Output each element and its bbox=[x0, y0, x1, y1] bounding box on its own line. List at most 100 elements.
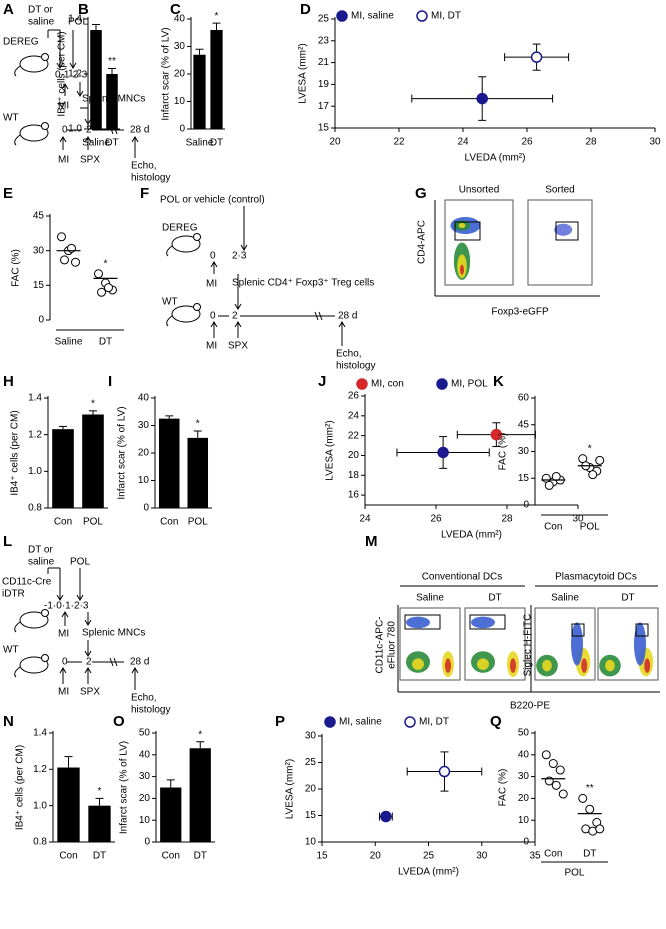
dot bbox=[551, 780, 561, 790]
mouse-ear bbox=[41, 53, 49, 61]
panel-letter: L bbox=[3, 533, 12, 550]
mouse-ear bbox=[41, 609, 49, 617]
arrow-head bbox=[76, 90, 84, 97]
significance-label: * bbox=[198, 729, 202, 740]
y-tick-label: 21 bbox=[318, 57, 330, 68]
bar bbox=[90, 30, 102, 129]
schematic-text: POL bbox=[70, 557, 90, 568]
flow-axis-label: B220-PE bbox=[510, 701, 550, 712]
x-tick-label: 24 bbox=[457, 137, 469, 148]
dot bbox=[595, 824, 605, 834]
x-tick-label: 30 bbox=[649, 137, 661, 148]
schematic-text: SPX bbox=[80, 687, 100, 698]
y-tick-label: 1.4 bbox=[33, 728, 47, 739]
schematic-text: Splenic CD4⁺ Foxp3⁺ Treg cells bbox=[232, 278, 374, 289]
panel-letter: Q bbox=[490, 713, 502, 730]
schematic-text: DT or bbox=[28, 545, 53, 556]
legend-label: MI, DT bbox=[431, 11, 461, 22]
y-tick-label: 50 bbox=[518, 728, 530, 739]
x-tick-label: Con bbox=[59, 851, 77, 862]
legend-marker bbox=[324, 716, 336, 728]
flow-axis-label: eFluor 780 bbox=[387, 621, 398, 669]
schematic-text: 2 bbox=[232, 311, 238, 322]
flow-title: Unsorted bbox=[459, 185, 500, 196]
schematic-text: saline bbox=[28, 17, 55, 28]
y-tick-label: 25 bbox=[305, 757, 317, 768]
arrow-head bbox=[56, 594, 64, 601]
dot bbox=[548, 759, 558, 769]
dot bbox=[544, 480, 554, 490]
significance-label: * bbox=[104, 258, 108, 269]
x-tick-label: DT bbox=[583, 849, 596, 860]
dot bbox=[551, 471, 561, 481]
x-tick-label: DT bbox=[194, 851, 207, 862]
gate bbox=[635, 623, 649, 637]
y-tick-label: 15 bbox=[33, 280, 45, 291]
arrow-head bbox=[234, 321, 242, 328]
x-axis-label: LVEDA (mm²) bbox=[441, 530, 502, 541]
x-tick-label: Con bbox=[162, 851, 180, 862]
x-tick-label: DT bbox=[93, 851, 106, 862]
y-tick-label: 40 bbox=[174, 14, 186, 25]
y-tick-label: 0.8 bbox=[33, 837, 47, 848]
flow-group-title: Plasmacytoid DCs bbox=[555, 572, 637, 583]
schematic-text: WT bbox=[3, 113, 19, 124]
y-axis-label: IB4⁺ cells (per CM) bbox=[10, 410, 21, 495]
y-tick-label: 0 bbox=[523, 837, 529, 848]
legend-marker bbox=[416, 10, 428, 22]
flow-density bbox=[634, 622, 646, 666]
y-tick-label: 45 bbox=[33, 211, 45, 222]
x-tick-label: 30 bbox=[572, 514, 584, 525]
legend-label: MI, DT bbox=[419, 717, 449, 728]
y-tick-label: 20 bbox=[139, 793, 151, 804]
bar bbox=[82, 414, 104, 508]
mouse-tail bbox=[14, 134, 21, 146]
point bbox=[490, 428, 503, 441]
y-axis-label: IB4⁺ cells (per CM) bbox=[57, 31, 68, 116]
flow-axis-label: CD11c-APC- bbox=[375, 616, 386, 673]
y-axis-label: Infarct scar (% of LV) bbox=[119, 741, 130, 834]
dot bbox=[71, 257, 80, 267]
y-tick-label: 18 bbox=[348, 470, 360, 481]
y-tick-label: 40 bbox=[138, 393, 150, 404]
x-tick-label: DT bbox=[99, 337, 112, 348]
y-tick-label: 15 bbox=[318, 123, 330, 134]
arrow-head bbox=[59, 667, 67, 674]
x-tick-label: 26 bbox=[430, 514, 442, 525]
panel-letter: I bbox=[108, 373, 112, 390]
dot bbox=[94, 269, 103, 279]
flow-density bbox=[477, 658, 489, 670]
y-tick-label: 25 bbox=[318, 14, 330, 25]
panel-letter: J bbox=[318, 373, 326, 390]
flow-density bbox=[644, 658, 651, 673]
schematic-text: 28 d bbox=[130, 657, 149, 668]
dot bbox=[555, 765, 565, 775]
panel-letter: A bbox=[3, 1, 14, 18]
arrow-head bbox=[84, 136, 92, 143]
x-tick-label: Con bbox=[54, 517, 72, 528]
x-tick-label: 25 bbox=[423, 851, 435, 862]
y-tick-label: 20 bbox=[138, 448, 150, 459]
y-tick-label: 0 bbox=[523, 500, 529, 511]
line bbox=[318, 311, 323, 321]
y-tick-label: 10 bbox=[139, 815, 151, 826]
schematic-text: histology bbox=[336, 361, 375, 372]
y-tick-label: 22 bbox=[348, 430, 360, 441]
bar bbox=[106, 74, 118, 129]
x-tick-label: 22 bbox=[393, 137, 405, 148]
bar bbox=[88, 805, 111, 842]
dot bbox=[578, 793, 588, 803]
flow-density bbox=[542, 659, 552, 672]
y-tick-label: 19 bbox=[318, 79, 330, 90]
schematic-text: Echo, bbox=[131, 161, 157, 172]
y-tick-label: 0 bbox=[144, 837, 150, 848]
schematic-text: MI bbox=[58, 687, 69, 698]
legend-label: MI, saline bbox=[339, 717, 382, 728]
y-tick-label: 30 bbox=[138, 420, 150, 431]
flow-title: DT bbox=[621, 593, 634, 604]
y-axis-label: LVESA (mm²) bbox=[298, 43, 309, 103]
flow-density bbox=[406, 616, 430, 629]
y-tick-label: 30 bbox=[518, 446, 530, 457]
bar bbox=[189, 748, 211, 842]
flow-density bbox=[581, 658, 588, 673]
